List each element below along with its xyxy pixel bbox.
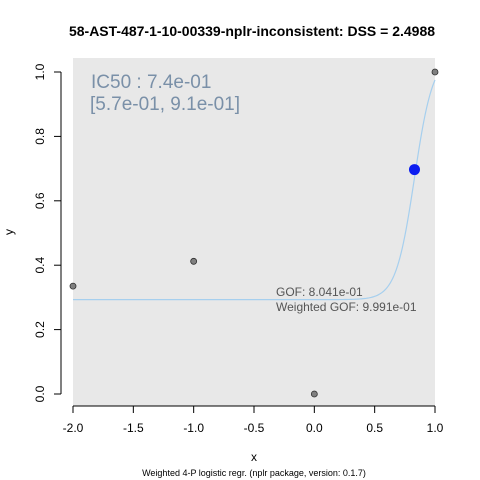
data-point-3 bbox=[310, 390, 318, 398]
gof-value: GOF: 8.041e-01 bbox=[276, 285, 363, 299]
plot-panel bbox=[73, 58, 435, 406]
y-tick-label: 0.8 bbox=[33, 128, 47, 145]
y-axis: 0.0 0.2 0.4 0.6 0.8 1.0 bbox=[33, 63, 62, 402]
y-tick-label: 0.4 bbox=[33, 257, 47, 274]
y-tick-label: 0.0 bbox=[33, 385, 47, 402]
y-axis-label: y bbox=[2, 229, 16, 235]
y-tick-label: 0.6 bbox=[33, 192, 47, 209]
weighted-gof-value: Weighted GOF: 9.991e-01 bbox=[276, 300, 417, 314]
x-axis: -2.0 -1.5 -1.0 -0.5 0.0 0.5 1.0 bbox=[63, 405, 444, 435]
data-point-2 bbox=[190, 257, 198, 265]
chart-title: 58-AST-487-1-10-00339-nplr-inconsistent:… bbox=[69, 23, 435, 39]
chart-caption: Weighted 4-P logistic regr. (nplr packag… bbox=[142, 468, 366, 478]
x-tick-label: 0.5 bbox=[366, 421, 383, 435]
x-tick-label: -1.0 bbox=[183, 421, 204, 435]
fitted-curve bbox=[73, 79, 436, 301]
y-tick-label: 0.2 bbox=[33, 321, 47, 338]
x-tick-label: -0.5 bbox=[244, 421, 265, 435]
data-point-4 bbox=[431, 68, 439, 76]
ic50-point bbox=[408, 164, 420, 176]
y-tick-label: 1.0 bbox=[33, 63, 47, 80]
x-tick-label: -1.5 bbox=[123, 421, 144, 435]
x-axis-label: x bbox=[251, 450, 257, 464]
x-tick-label: 1.0 bbox=[427, 421, 444, 435]
ic50-value: IC50 : 7.4e-01 bbox=[91, 72, 211, 93]
x-tick-label: -2.0 bbox=[63, 421, 84, 435]
ic50-interval: [5.7e-01, 9.1e-01] bbox=[90, 94, 240, 115]
x-tick-label: 0.0 bbox=[306, 421, 323, 435]
data-points bbox=[69, 68, 439, 398]
data-point-1 bbox=[69, 282, 77, 290]
